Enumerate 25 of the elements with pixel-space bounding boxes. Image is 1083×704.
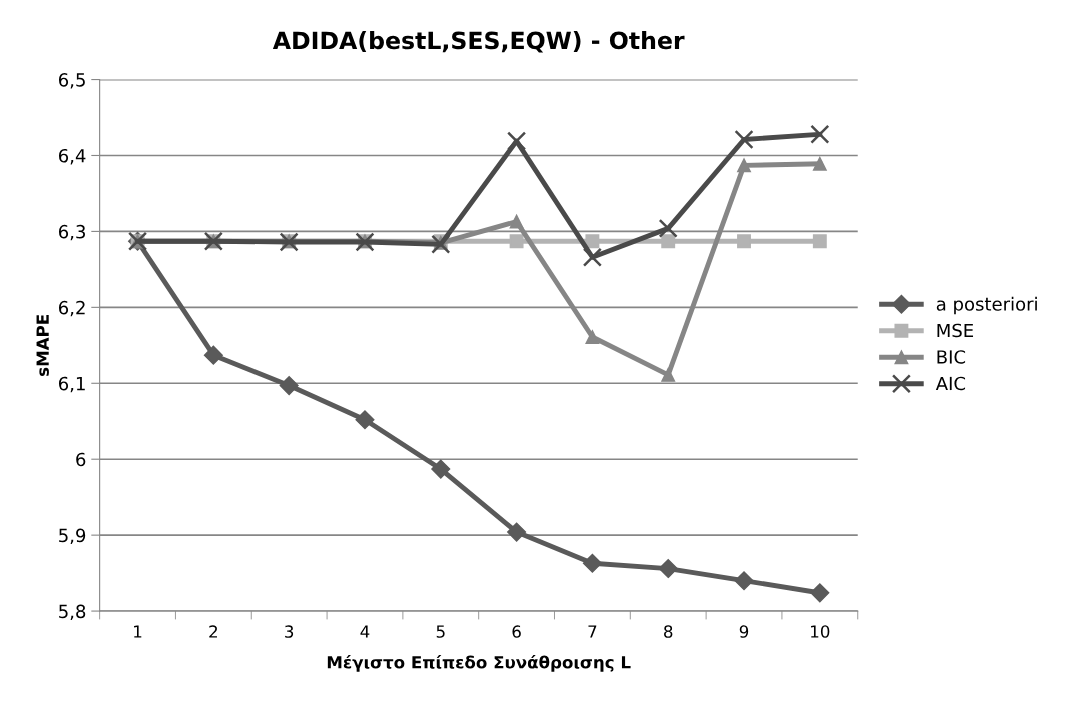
x-tick-label: 7 <box>588 625 597 638</box>
y-tick-label: 6 <box>76 452 86 467</box>
legend-label: AIC <box>935 376 966 391</box>
y-tick-label: 6,3 <box>58 224 85 241</box>
legend-label: a posteriori <box>936 296 1037 315</box>
x-tick-label: 6 <box>512 625 521 638</box>
x-tick-label: 2 <box>209 625 217 638</box>
y-tick-label: 5,9 <box>59 528 86 545</box>
x-tick-label: 3 <box>285 625 294 638</box>
y-tick-label: 6,2 <box>58 300 85 317</box>
legend-label: BIC <box>937 350 966 364</box>
x-tick-label: 8 <box>664 625 673 638</box>
y-tick-label: 6,1 <box>58 376 85 393</box>
y-tick-label: 5,8 <box>59 604 86 621</box>
y-axis-title: sMAPE <box>36 315 49 376</box>
x-tick-label: 5 <box>436 625 445 638</box>
y-tick-label: 6,4 <box>58 148 86 165</box>
chart-title: ADIDA(bestL,SES,EQW) - Other <box>272 31 685 53</box>
x-tick-label: 9 <box>739 625 749 638</box>
x-tick-label: 1 <box>134 625 142 638</box>
x-tick-label: 4 <box>360 625 370 638</box>
x-axis-title: Μέγιστο Επίπεδο Συνάθροισης L <box>327 654 631 672</box>
x-tick-label: 10 <box>811 625 830 638</box>
y-tick-label: 6,5 <box>58 73 85 89</box>
legend-label: MSE <box>937 323 974 338</box>
